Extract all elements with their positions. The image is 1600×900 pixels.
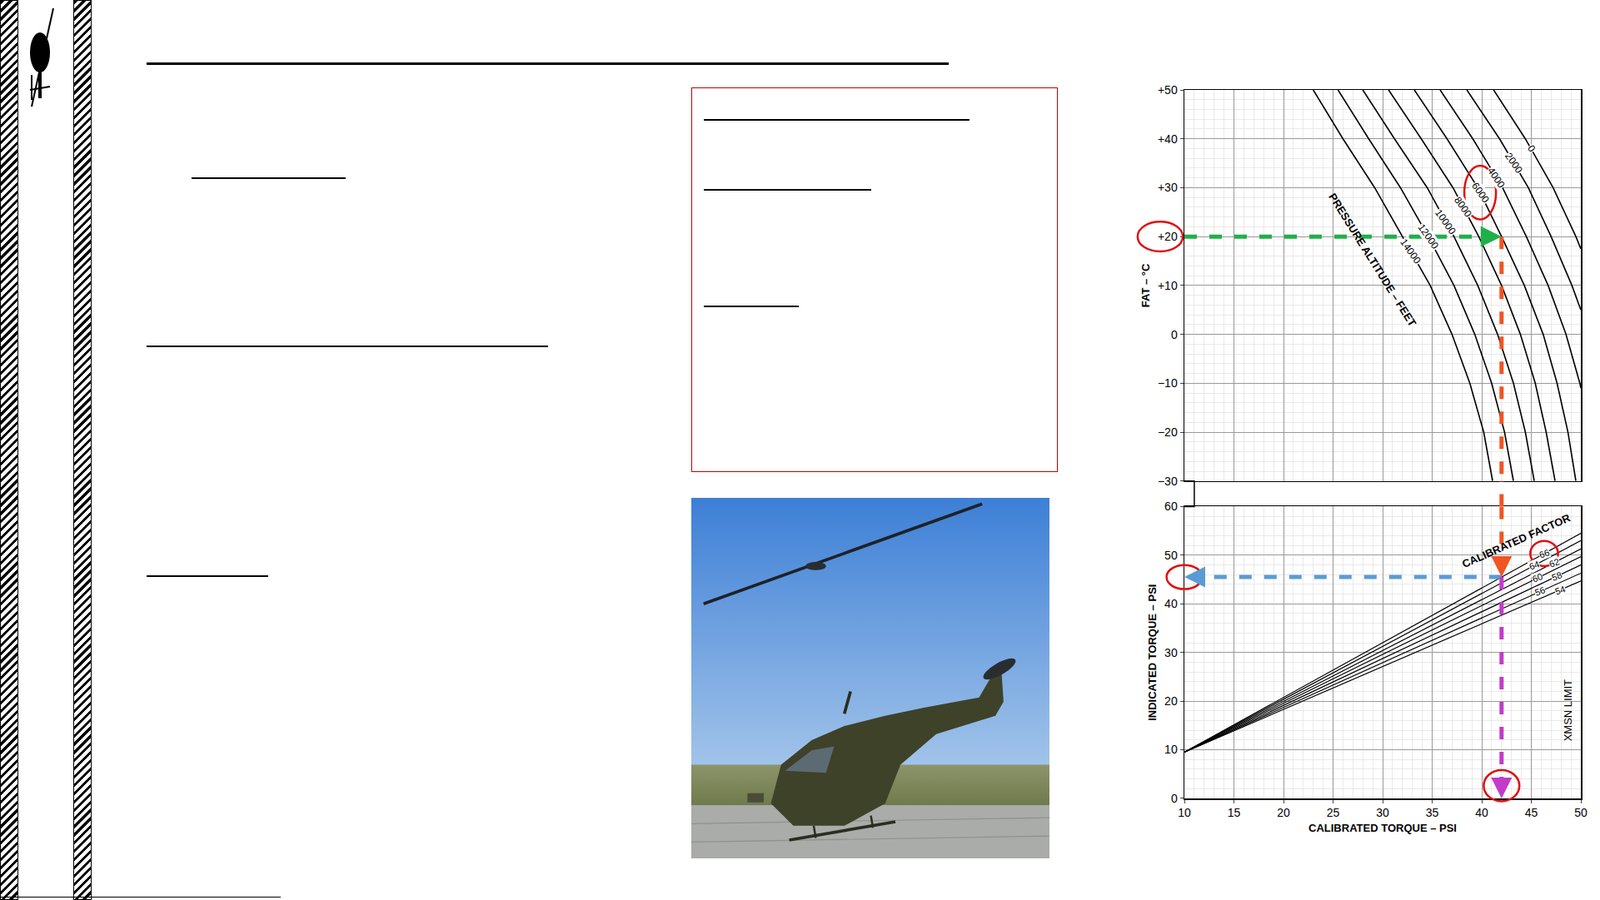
svg-text:15: 15 (1227, 806, 1242, 820)
svg-text:66: 66 (1537, 547, 1551, 560)
svg-text:CALIBRATED FACTOR: CALIBRATED FACTOR (1460, 511, 1573, 571)
svg-text:+50: +50 (1157, 83, 1178, 97)
svg-text:4000: 4000 (1485, 165, 1508, 191)
svg-text:62: 62 (1547, 556, 1561, 569)
svg-text:40: 40 (1475, 806, 1489, 820)
svg-text:2000: 2000 (1502, 150, 1526, 176)
svg-text:50: 50 (1574, 806, 1588, 820)
svg-text:10000: 10000 (1432, 207, 1459, 238)
svg-text:FAT – °C: FAT – °C (1139, 263, 1152, 308)
svg-text:50: 50 (1164, 548, 1178, 563)
svg-text:0: 0 (1171, 328, 1178, 342)
svg-text:45: 45 (1525, 806, 1539, 820)
svg-text:60: 60 (1164, 499, 1178, 514)
svg-text:+30: +30 (1157, 180, 1178, 195)
svg-text:20: 20 (1164, 694, 1178, 708)
svg-text:54: 54 (1553, 583, 1567, 597)
svg-text:25: 25 (1326, 806, 1341, 820)
svg-text:10: 10 (1177, 806, 1192, 820)
svg-text:60: 60 (1530, 571, 1545, 584)
svg-text:0: 0 (1171, 792, 1178, 806)
svg-text:0: 0 (1525, 143, 1538, 155)
svg-text:INDICATED TORQUE – PSI: INDICATED TORQUE – PSI (1146, 584, 1159, 722)
svg-text:6000: 6000 (1469, 179, 1492, 205)
svg-text:+40: +40 (1157, 132, 1178, 146)
svg-text:30: 30 (1375, 806, 1390, 820)
svg-text:35: 35 (1425, 806, 1440, 820)
svg-text:−10: −10 (1157, 376, 1178, 390)
svg-text:+10: +10 (1157, 279, 1178, 293)
svg-text:+20: +20 (1157, 229, 1178, 244)
svg-text:56: 56 (1533, 584, 1547, 598)
svg-text:PRESSURE ALTITUDE – FEET: PRESSURE ALTITUDE – FEET (1325, 190, 1419, 329)
svg-text:40: 40 (1164, 597, 1178, 611)
svg-text:12000: 12000 (1415, 221, 1442, 252)
svg-text:20: 20 (1276, 806, 1291, 820)
svg-text:10: 10 (1164, 742, 1178, 757)
svg-text:14000: 14000 (1397, 236, 1424, 267)
svg-text:XMSN LIMIT: XMSN LIMIT (1561, 679, 1575, 742)
svg-text:−20: −20 (1157, 425, 1178, 439)
svg-text:−30: −30 (1157, 474, 1178, 489)
svg-text:64: 64 (1527, 558, 1541, 572)
svg-text:58: 58 (1550, 569, 1564, 583)
svg-text:8000: 8000 (1451, 194, 1475, 220)
svg-text:CALIBRATED TORQUE – PSI: CALIBRATED TORQUE – PSI (1308, 822, 1457, 835)
svg-text:30: 30 (1164, 646, 1178, 660)
